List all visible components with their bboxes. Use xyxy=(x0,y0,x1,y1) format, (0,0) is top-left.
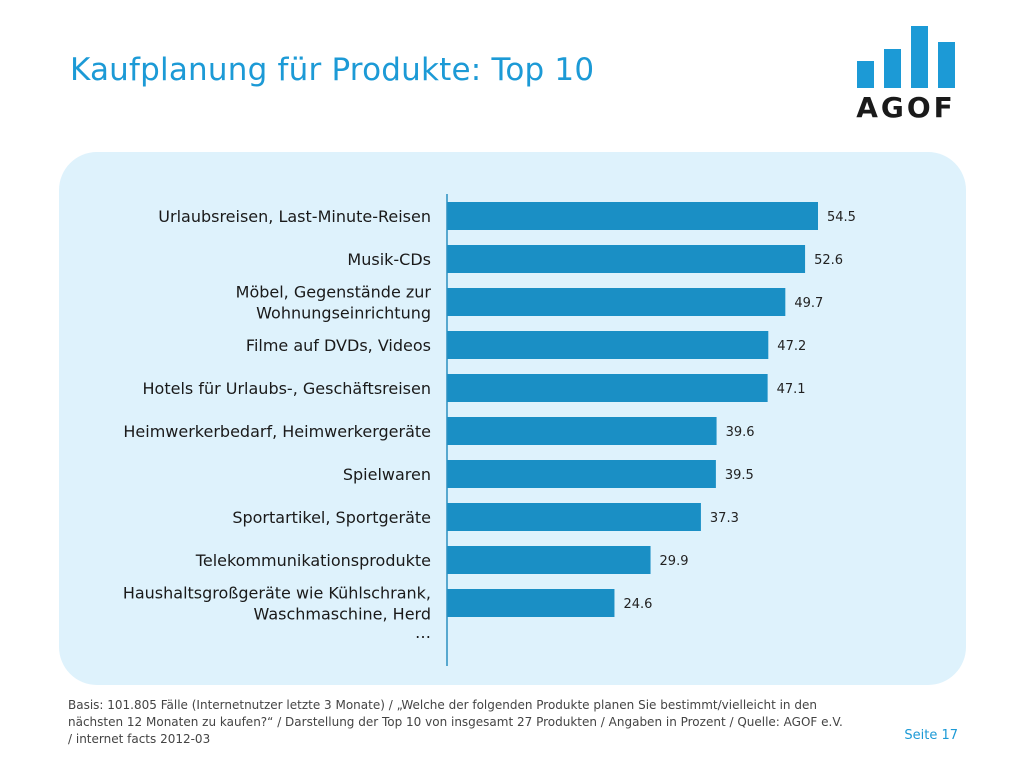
category-label: Filme auf DVDs, Videos xyxy=(246,336,431,355)
category-label: Heimwerkerbedarf, Heimwerkergeräte xyxy=(123,422,431,441)
bar xyxy=(447,374,768,402)
bar xyxy=(447,245,806,273)
value-label: 47.1 xyxy=(777,382,806,397)
value-label: 52.6 xyxy=(814,253,843,268)
bar xyxy=(447,460,716,488)
logo-bar-3 xyxy=(911,26,928,88)
value-label: 39.6 xyxy=(726,425,755,440)
category-label: Möbel, Gegenstände zur xyxy=(236,283,432,302)
slide-title: Kaufplanung für Produkte: Top 10 xyxy=(70,52,595,88)
category-label: Waschmaschine, Herd xyxy=(254,605,431,624)
category-label: Urlaubsreisen, Last-Minute-Reisen xyxy=(158,207,431,226)
category-label: Haushaltsgroßgeräte wie Kühlschrank, xyxy=(123,584,431,603)
logo-text: AGOF xyxy=(856,91,956,120)
category-label: Sportartikel, Sportgeräte xyxy=(232,508,431,527)
logo-bar-1 xyxy=(857,61,874,88)
ellipsis-label: … xyxy=(415,623,431,642)
bar xyxy=(447,546,651,574)
bar-chart: 54.5 Urlaubsreisen, Last-Minute-Reisen 52.… xyxy=(123,194,856,666)
bar xyxy=(447,202,818,230)
logo-bar-4 xyxy=(938,42,955,88)
agof-logo: AGOF xyxy=(856,26,956,120)
category-label: Telekommunikationsprodukte xyxy=(195,551,431,570)
value-label: 39.5 xyxy=(725,468,754,483)
value-label: 54.5 xyxy=(827,210,856,225)
value-label: 49.7 xyxy=(794,296,823,311)
footer-note: Basis: 101.805 Fälle (Internetnutzer let… xyxy=(68,698,843,746)
category-label: Musik-CDs xyxy=(347,250,431,269)
logo-bar-2 xyxy=(884,49,901,88)
bar xyxy=(447,417,717,445)
page-number: Seite 17 xyxy=(904,728,958,743)
category-label: Wohnungseinrichtung xyxy=(256,304,431,323)
bar xyxy=(447,589,615,617)
bar xyxy=(447,288,786,316)
bar xyxy=(447,331,769,359)
value-label: 37.3 xyxy=(710,511,739,526)
category-label: Spielwaren xyxy=(343,465,431,484)
value-label: 24.6 xyxy=(623,597,652,612)
value-label: 47.2 xyxy=(777,339,806,354)
bar xyxy=(447,503,701,531)
category-label: Hotels für Urlaubs-, Geschäftsreisen xyxy=(143,379,431,398)
value-label: 29.9 xyxy=(660,554,689,569)
